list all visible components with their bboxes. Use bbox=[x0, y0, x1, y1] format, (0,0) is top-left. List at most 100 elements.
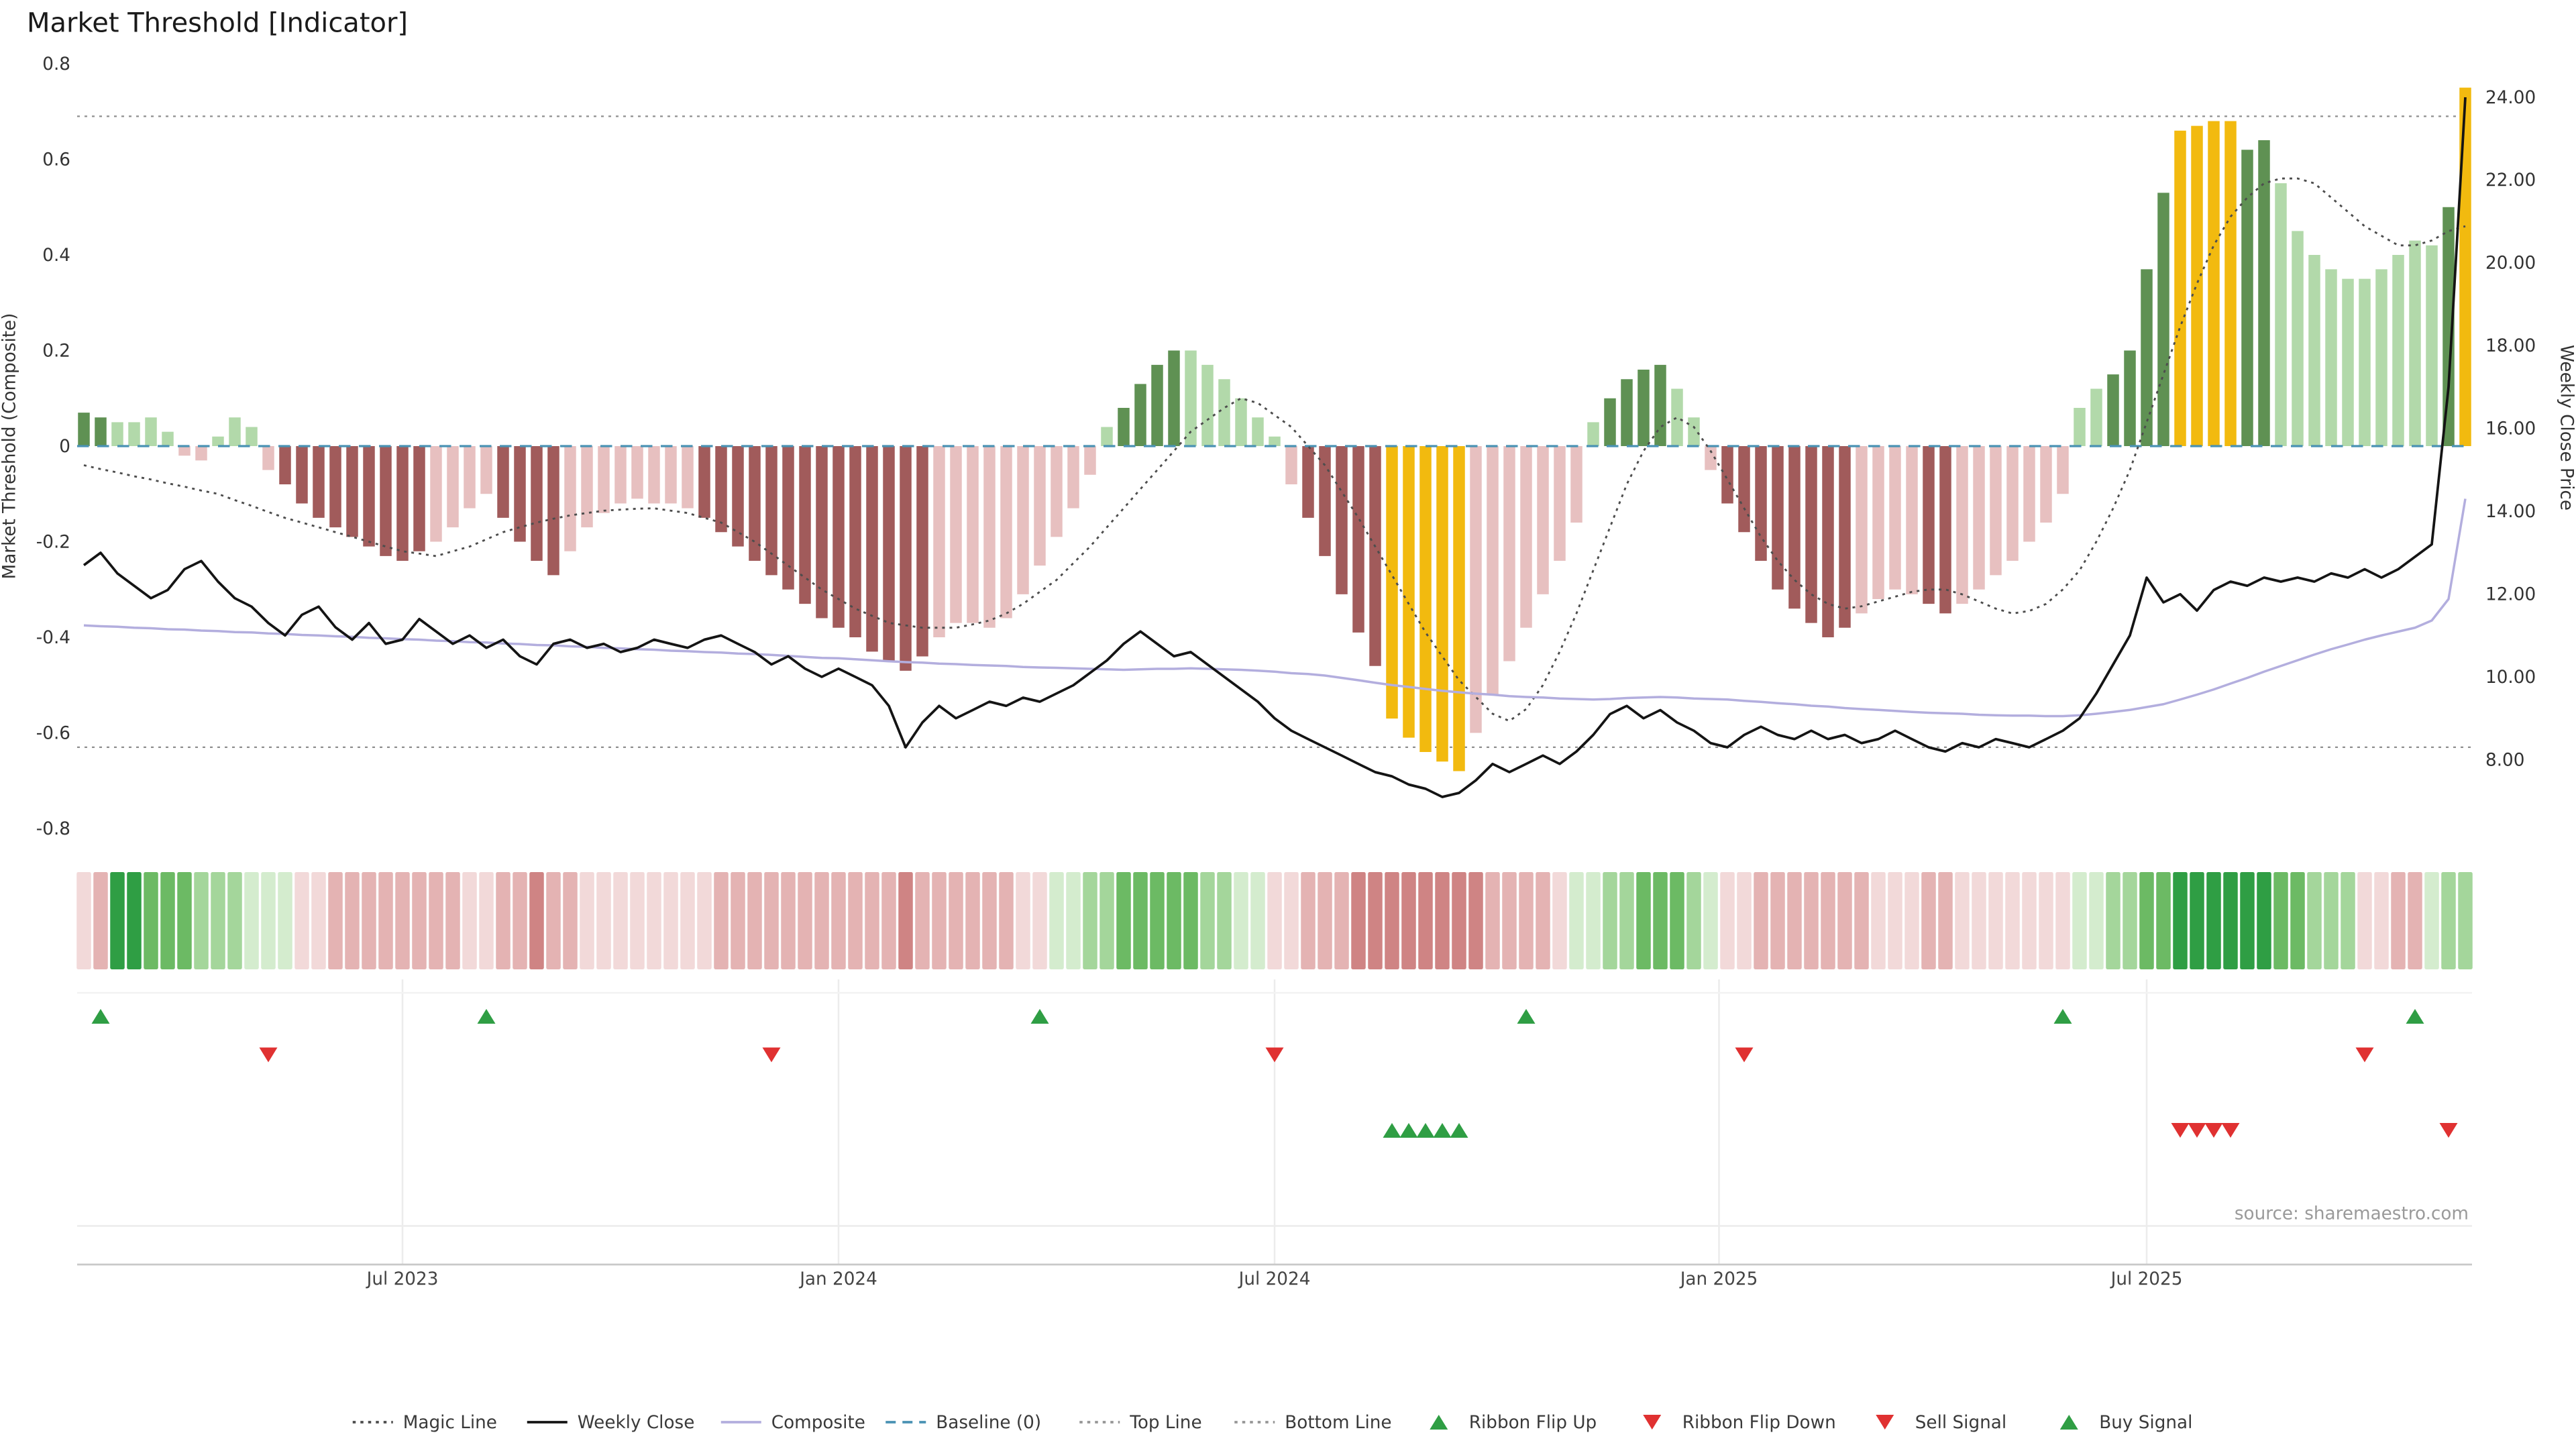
ribbon-flip-down-marker bbox=[259, 1047, 278, 1063]
ribbon-cell bbox=[1938, 872, 1953, 969]
threshold-bar bbox=[1570, 446, 1582, 523]
threshold-bar bbox=[2141, 269, 2153, 446]
ribbon-cell bbox=[1787, 872, 1802, 969]
ribbon-cell bbox=[915, 872, 930, 969]
legend-item-ribbon-flip-up: Ribbon Flip Up bbox=[1430, 1413, 1597, 1433]
ribbon-cell bbox=[1871, 872, 1886, 969]
ribbon-cell bbox=[1603, 872, 1617, 969]
threshold-bar bbox=[833, 446, 845, 628]
ribbon-cell bbox=[1619, 872, 1634, 969]
threshold-bar bbox=[1822, 446, 1834, 637]
ribbon-cell bbox=[2206, 872, 2221, 969]
chart-title: Market Threshold [Indicator] bbox=[27, 8, 408, 39]
legend-item-composite: Composite bbox=[720, 1413, 865, 1433]
y-right-tick-label: 24.00 bbox=[2485, 88, 2536, 108]
buy-signal-marker bbox=[1416, 1123, 1435, 1138]
y-left-tick-label: 0 bbox=[59, 437, 70, 457]
threshold-bar bbox=[464, 446, 476, 508]
ribbon-cell bbox=[2039, 872, 2053, 969]
legend-label: Baseline (0) bbox=[936, 1413, 1041, 1433]
threshold-bar bbox=[2409, 240, 2421, 446]
y-left-tick-label: -0.2 bbox=[36, 532, 70, 552]
ribbon-flip-down-marker bbox=[1265, 1047, 1284, 1063]
threshold-bar bbox=[396, 446, 409, 561]
ribbon-cell bbox=[2005, 872, 2020, 969]
ribbon-cell bbox=[2123, 872, 2137, 969]
ribbon-cell bbox=[1385, 872, 1399, 969]
ribbon-cell bbox=[1217, 872, 1232, 969]
ribbon-cell bbox=[865, 872, 879, 969]
y-left-tick-label: -0.6 bbox=[36, 723, 70, 743]
threshold-bar bbox=[1638, 370, 1650, 446]
ribbon-cell bbox=[144, 872, 158, 969]
threshold-bar bbox=[78, 413, 90, 446]
ribbon-cell bbox=[1485, 872, 1500, 969]
legend-label: Bottom Line bbox=[1285, 1413, 1391, 1433]
ribbon-cell bbox=[613, 872, 628, 969]
ribbon-cell bbox=[529, 872, 544, 969]
ribbon-cell bbox=[932, 872, 947, 969]
y-right-tick-label: 14.00 bbox=[2485, 502, 2536, 522]
ribbon-cell bbox=[747, 872, 762, 969]
ribbon-cell bbox=[1301, 872, 1316, 969]
threshold-bar bbox=[2208, 121, 2220, 446]
legend-label: Ribbon Flip Down bbox=[1682, 1413, 1836, 1433]
threshold-bar bbox=[1503, 446, 1515, 661]
legend-label: Top Line bbox=[1129, 1413, 1201, 1433]
ribbon-cell bbox=[244, 872, 259, 969]
threshold-bar bbox=[564, 446, 576, 551]
ribbon-flip-down-marker bbox=[2355, 1047, 2374, 1063]
threshold-bar bbox=[2023, 446, 2035, 542]
threshold-bar bbox=[1805, 446, 1817, 623]
ribbon-cell bbox=[1720, 872, 1735, 969]
threshold-bar bbox=[1185, 350, 1197, 446]
ribbon-cell bbox=[714, 872, 729, 969]
ribbon-cell bbox=[848, 872, 863, 969]
weekly-close-line bbox=[83, 97, 2467, 798]
threshold-bar bbox=[732, 446, 744, 547]
ribbon-cell bbox=[227, 872, 242, 969]
ribbon-cell bbox=[2290, 872, 2305, 969]
threshold-bar bbox=[1235, 398, 1247, 446]
threshold-bar bbox=[933, 446, 945, 637]
ribbon-strip bbox=[76, 872, 2473, 969]
threshold-bar bbox=[1520, 446, 1532, 628]
ribbon-cell bbox=[814, 872, 829, 969]
ribbon-flip-down-icon bbox=[1643, 1415, 1662, 1430]
threshold-bar bbox=[430, 446, 442, 542]
ribbon-cell bbox=[395, 872, 410, 969]
ribbon-cell bbox=[1468, 872, 1483, 969]
threshold-bar bbox=[1252, 417, 1264, 446]
threshold-bar bbox=[1269, 436, 1281, 446]
ribbon-cell bbox=[2458, 872, 2473, 969]
y-left-tick-label: 0.8 bbox=[42, 54, 70, 74]
ribbon-cell bbox=[697, 872, 712, 969]
threshold-bar bbox=[967, 446, 979, 623]
ribbon-flip-up-marker bbox=[91, 1009, 110, 1024]
ribbon-cell bbox=[1988, 872, 2003, 969]
threshold-bar bbox=[1554, 446, 1566, 561]
threshold-bar bbox=[1084, 446, 1096, 475]
threshold-bar bbox=[178, 446, 191, 456]
threshold-bar bbox=[2392, 255, 2404, 446]
ribbon-cell bbox=[1536, 872, 1550, 969]
threshold-bar bbox=[2124, 350, 2136, 446]
threshold-bar bbox=[1453, 446, 1465, 771]
ribbon-cell bbox=[2139, 872, 2154, 969]
ribbon-cell bbox=[563, 872, 578, 969]
ribbon-cell bbox=[378, 872, 393, 969]
ribbon-cell bbox=[2357, 872, 2372, 969]
axes: 0.8 0.6 0.4 0.2 0 -0.2 -0.4 -0.6 -0.8 24.00 22.00 2… bbox=[0, 54, 2576, 1289]
threshold-bar bbox=[2292, 231, 2304, 446]
ribbon-cell bbox=[177, 872, 192, 969]
threshold-bar bbox=[816, 446, 828, 619]
y-left-tick-label: -0.4 bbox=[36, 628, 70, 648]
ribbon-cell bbox=[462, 872, 477, 969]
ribbon-cell bbox=[2391, 872, 2406, 969]
ribbon-cell bbox=[647, 872, 661, 969]
ribbon-cell bbox=[1955, 872, 1970, 969]
threshold-bar bbox=[2375, 269, 2387, 446]
threshold-bar bbox=[2191, 125, 2203, 446]
source-credit: source: sharemaestro.com bbox=[2235, 1204, 2469, 1224]
ribbon-cell bbox=[1183, 872, 1198, 969]
